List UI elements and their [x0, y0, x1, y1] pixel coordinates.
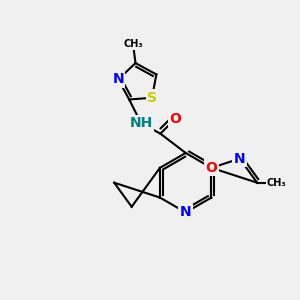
Text: CH₃: CH₃: [267, 178, 286, 188]
Text: NH: NH: [130, 116, 153, 130]
Text: N: N: [234, 152, 245, 166]
Text: O: O: [169, 112, 181, 126]
Text: CH₃: CH₃: [123, 39, 143, 49]
Text: N: N: [180, 206, 191, 219]
Text: N: N: [112, 72, 124, 86]
Text: O: O: [206, 161, 217, 175]
Text: S: S: [147, 91, 157, 105]
